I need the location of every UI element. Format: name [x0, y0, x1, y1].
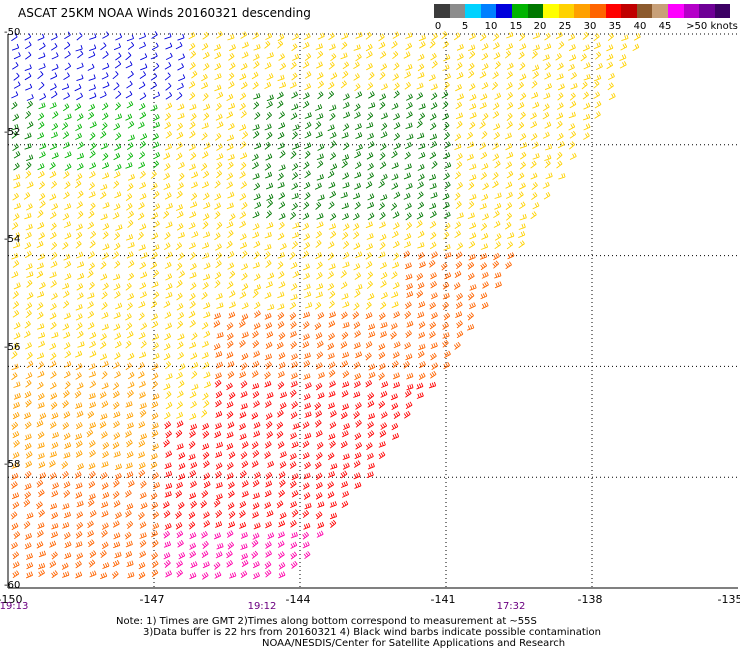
- wind-barb-group: [11, 31, 186, 101]
- legend-label: 5: [461, 21, 469, 32]
- legend-label: 25: [558, 21, 572, 32]
- legend-swatch: [480, 4, 497, 18]
- wind-barb-group: [163, 530, 324, 580]
- lat-label: -60: [4, 580, 21, 591]
- pass-time: 17:32: [496, 601, 526, 612]
- legend-swatch: [543, 4, 559, 18]
- legend-labels: 0 5 10 15 20 25 30 35 40 45 >50 knots: [434, 21, 738, 35]
- legend-swatch: [574, 4, 590, 18]
- legend-swatch: [652, 4, 668, 18]
- pass-time: 19:12: [247, 601, 277, 612]
- legend-swatch: [589, 4, 606, 18]
- legend-swatch: [636, 4, 653, 18]
- wind-barb-group: [37, 100, 161, 171]
- legend-swatch: [683, 4, 700, 18]
- wind-barb-group: [11, 30, 641, 420]
- legend-label: 15: [509, 21, 523, 32]
- wind-barb-group: [11, 360, 160, 471]
- legend-swatch: [527, 4, 544, 18]
- lon-label: -147: [139, 593, 165, 606]
- legend-swatch: [511, 4, 528, 18]
- legend-color-bar: [434, 4, 734, 18]
- note-line: NOAA/NESDIS/Center for Satellite Applica…: [262, 638, 566, 649]
- legend-swatch: [558, 4, 575, 18]
- legend-swatch: [714, 4, 731, 18]
- lon-label: -150: [0, 593, 23, 606]
- wind-barb-map: [7, 30, 738, 589]
- wind-speed-legend: 0 5 10 15 20 25 30 35 40 45 >50 knots: [434, 4, 738, 35]
- legend-swatch: [434, 4, 450, 18]
- legend-label: 35: [608, 21, 622, 32]
- lat-label: -54: [4, 234, 21, 245]
- legend-swatch: [667, 4, 684, 18]
- lon-label: -141: [430, 593, 456, 606]
- legend-label: 20: [533, 21, 547, 32]
- legend-label: 45: [658, 21, 672, 32]
- lat-label: -56: [4, 342, 21, 353]
- note-line: 3)Data buffer is 22 hrs from 20160321 4)…: [143, 627, 601, 638]
- lon-label: -138: [577, 593, 603, 606]
- legend-label: 10: [484, 21, 498, 32]
- lat-label: -58: [4, 459, 21, 470]
- legend-label: 30: [583, 21, 597, 32]
- legend-label: 40: [633, 21, 647, 32]
- wind-barb-group: [162, 379, 437, 530]
- lon-label: -144: [285, 593, 311, 606]
- pass-time: 19:13: [0, 601, 29, 612]
- wind-barb-group: [10, 250, 515, 580]
- lat-label: -52: [4, 127, 21, 138]
- legend-swatch: [496, 4, 512, 18]
- legend-swatch: [699, 4, 715, 18]
- lon-label: -135: [717, 593, 740, 606]
- map-title: ASCAT 25KM NOAA Winds 20160321 descendin…: [18, 6, 311, 20]
- legend-swatch: [465, 4, 481, 18]
- legend-label: >50 knots: [686, 21, 738, 32]
- legend-swatch: [449, 4, 466, 18]
- legend-label: 0: [434, 21, 442, 32]
- lat-label: -50: [4, 27, 21, 38]
- legend-swatch: [605, 4, 622, 18]
- lat-lon-grid: [7, 33, 738, 589]
- wind-barb-group: [11, 90, 452, 221]
- wind-barbs: [10, 30, 641, 580]
- note-line: Note: 1) Times are GMT 2)Times along bot…: [116, 616, 537, 627]
- legend-swatch: [621, 4, 637, 18]
